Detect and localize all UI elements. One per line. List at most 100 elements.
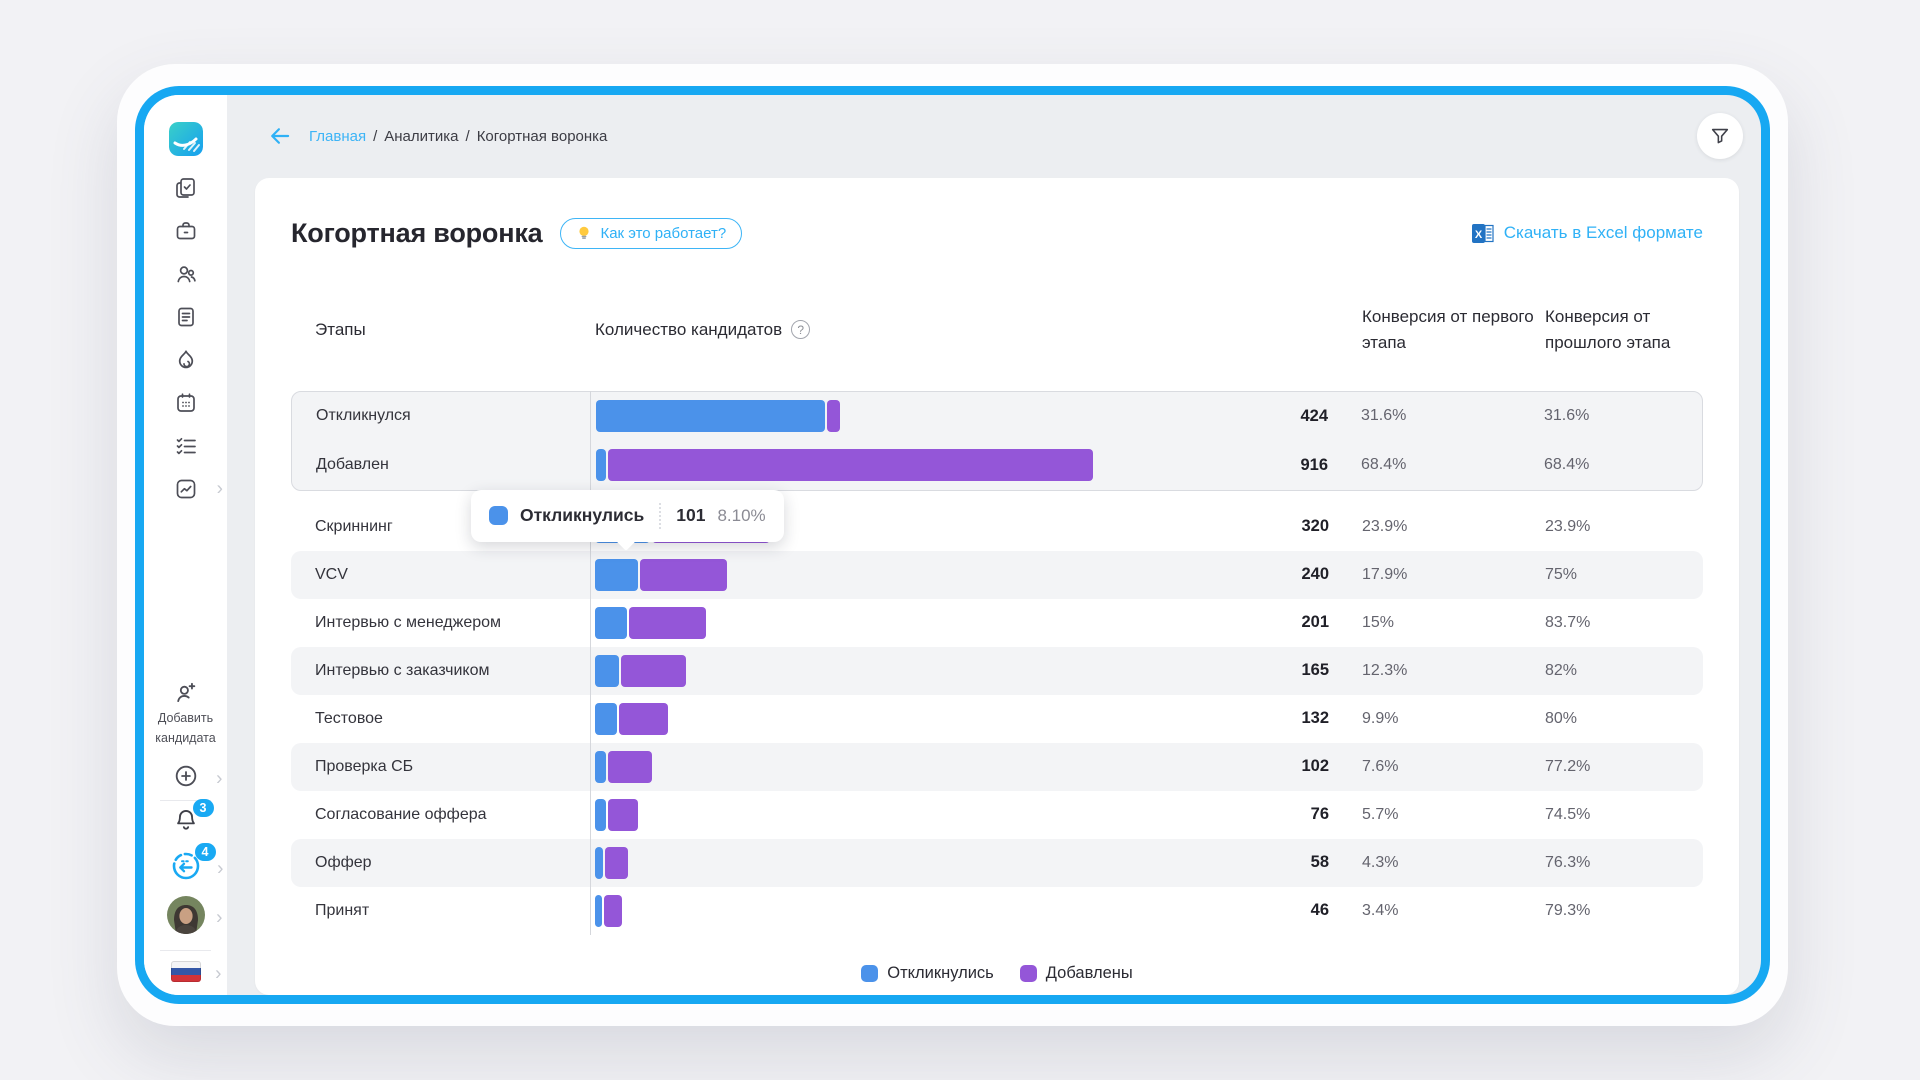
bar-segment-added[interactable]	[605, 846, 629, 879]
bar-segment-added[interactable]	[607, 449, 1093, 482]
stacked-bar	[596, 400, 1248, 433]
breadcrumb-separator: /	[373, 127, 378, 145]
breadcrumb-separator: /	[465, 127, 470, 145]
sidebar-item-documents[interactable]	[144, 305, 227, 329]
sidebar-item-vacancies[interactable]	[144, 219, 227, 243]
legend-item-added[interactable]: Добавлены	[1019, 963, 1133, 983]
candidates-count: 165	[1301, 661, 1329, 680]
table-row: Откликнулся 424 31.6% 31.6%	[292, 392, 1702, 441]
bar-segment-responded[interactable]	[596, 449, 606, 482]
tooltip-divider	[659, 502, 662, 529]
breadcrumb-home[interactable]: Главная	[309, 127, 367, 145]
help-icon[interactable]: ?	[791, 320, 811, 340]
conversion-previous-value: 82%	[1545, 661, 1578, 679]
table-row: Принят 46 3.4% 79.3%	[291, 887, 1703, 935]
sidebar-item-analytics[interactable]: ›	[144, 477, 227, 501]
table-header-row: Этапы Количество кандидатов ? Конверсия …	[291, 289, 1703, 371]
bar-segment-added[interactable]	[618, 702, 669, 735]
person-plus-icon	[176, 682, 195, 703]
document-icon	[177, 307, 194, 327]
bar-segment-responded[interactable]	[595, 846, 604, 879]
legend-label: Добавлены	[1045, 963, 1133, 982]
download-excel-link[interactable]: X Скачать в Excel формате	[1471, 223, 1703, 244]
bar-segment-added[interactable]	[629, 606, 706, 639]
stacked-bar	[595, 558, 1249, 591]
conversion-first-value: 23.9%	[1362, 517, 1408, 535]
breadcrumb: Главная / Аналитика / Когортная воронка	[309, 128, 607, 145]
quick-add-button[interactable]: ›	[144, 763, 227, 794]
bar-segment-responded[interactable]	[596, 400, 825, 433]
stage-label: Принят	[315, 901, 370, 919]
legend-swatch-blue	[861, 964, 879, 982]
table-row: Согласование оффера 76 5.7% 74.5%	[291, 791, 1703, 839]
conversion-previous-value: 80%	[1545, 709, 1578, 727]
conversion-first-value: 15%	[1362, 613, 1395, 631]
language-switcher[interactable]: ›	[144, 961, 227, 987]
history-icon	[172, 852, 199, 880]
bar-segment-responded[interactable]	[595, 798, 606, 831]
stage-label: VCV	[315, 565, 348, 583]
sidebar-item-checklist[interactable]	[144, 434, 227, 458]
how-it-works-button[interactable]: Как это работает?	[560, 217, 743, 249]
users-icon	[176, 266, 196, 283]
add-candidate-button[interactable]	[144, 680, 227, 706]
excel-icon: X	[1471, 223, 1494, 243]
stage-label: Интервью с заказчиком	[315, 661, 490, 679]
candidates-count: 76	[1310, 805, 1329, 824]
lightbulb-icon	[579, 226, 590, 240]
candidates-count: 102	[1301, 757, 1329, 776]
how-it-works-label: Как это работает?	[600, 224, 727, 242]
candidates-count: 320	[1301, 517, 1329, 536]
candidates-count: 201	[1301, 613, 1329, 632]
chevron-right-icon: ›	[216, 478, 223, 500]
legend-item-responded[interactable]: Откликнулись	[861, 964, 994, 983]
sidebar: › Добавить кандидата ›	[144, 95, 227, 995]
analytics-icon	[176, 479, 195, 499]
history-button[interactable]: 4 ›	[144, 843, 227, 886]
huntflow-logo-icon	[168, 122, 203, 156]
filter-button[interactable]	[1697, 113, 1743, 160]
conversion-previous-value: 75%	[1545, 565, 1578, 583]
bar-segment-added[interactable]	[607, 798, 639, 831]
bar-segment-added[interactable]	[621, 654, 687, 687]
stacked-bar	[595, 750, 1249, 783]
add-candidate-label: Добавить кандидата	[155, 711, 216, 745]
bar-segment-added[interactable]	[826, 400, 841, 433]
table-row: Интервью с менеджером 201 15% 83.7%	[291, 599, 1703, 647]
topbar: Главная / Аналитика / Когортная воронка	[227, 95, 1761, 178]
bar-segment-responded[interactable]	[595, 894, 603, 927]
app-window: › Добавить кандидата ›	[135, 86, 1770, 1004]
table-row: VCV 240 17.9% 75%	[291, 550, 1703, 599]
download-excel-label: Скачать в Excel формате	[1503, 223, 1703, 243]
conversion-first-value: 68.4%	[1361, 456, 1407, 474]
sidebar-item-tasks[interactable]	[144, 176, 227, 200]
notifications-button[interactable]: 3	[144, 799, 227, 838]
conversion-first-value: 17.9%	[1362, 565, 1408, 583]
sidebar-item-calendar[interactable]	[144, 391, 227, 415]
sidebar-item-candidates[interactable]	[144, 262, 227, 286]
chart-legend: Откликнулись Добавлены	[255, 964, 1739, 983]
conversion-previous-value: 76.3%	[1545, 853, 1591, 871]
stage-label: Тестовое	[315, 709, 383, 727]
avatar	[166, 896, 205, 934]
conversion-first-value: 12.3%	[1362, 661, 1408, 679]
bar-segment-responded[interactable]	[595, 750, 606, 783]
conversion-first-value: 31.6%	[1361, 407, 1407, 425]
report-card: Когортная воронка Как это работает? X	[255, 177, 1739, 995]
bar-segment-responded[interactable]	[595, 702, 617, 735]
bar-segment-responded[interactable]	[595, 654, 620, 687]
user-menu[interactable]: ›	[144, 896, 227, 939]
bar-segment-responded[interactable]	[595, 558, 639, 591]
sidebar-item-hot[interactable]	[144, 348, 227, 372]
table-row: Оффер 58 4.3% 76.3%	[291, 838, 1703, 887]
app-logo[interactable]	[168, 122, 203, 156]
svg-text:X: X	[1475, 229, 1483, 241]
stage-label: Откликнулся	[316, 407, 411, 425]
bar-segment-added[interactable]	[604, 894, 622, 927]
back-arrow-icon[interactable]	[267, 123, 293, 149]
stage-label: Согласование оффера	[315, 805, 487, 823]
breadcrumb-analytics[interactable]: Аналитика	[384, 127, 459, 145]
bar-segment-added[interactable]	[640, 558, 727, 591]
bar-segment-responded[interactable]	[595, 606, 628, 639]
bar-segment-added[interactable]	[607, 750, 653, 783]
